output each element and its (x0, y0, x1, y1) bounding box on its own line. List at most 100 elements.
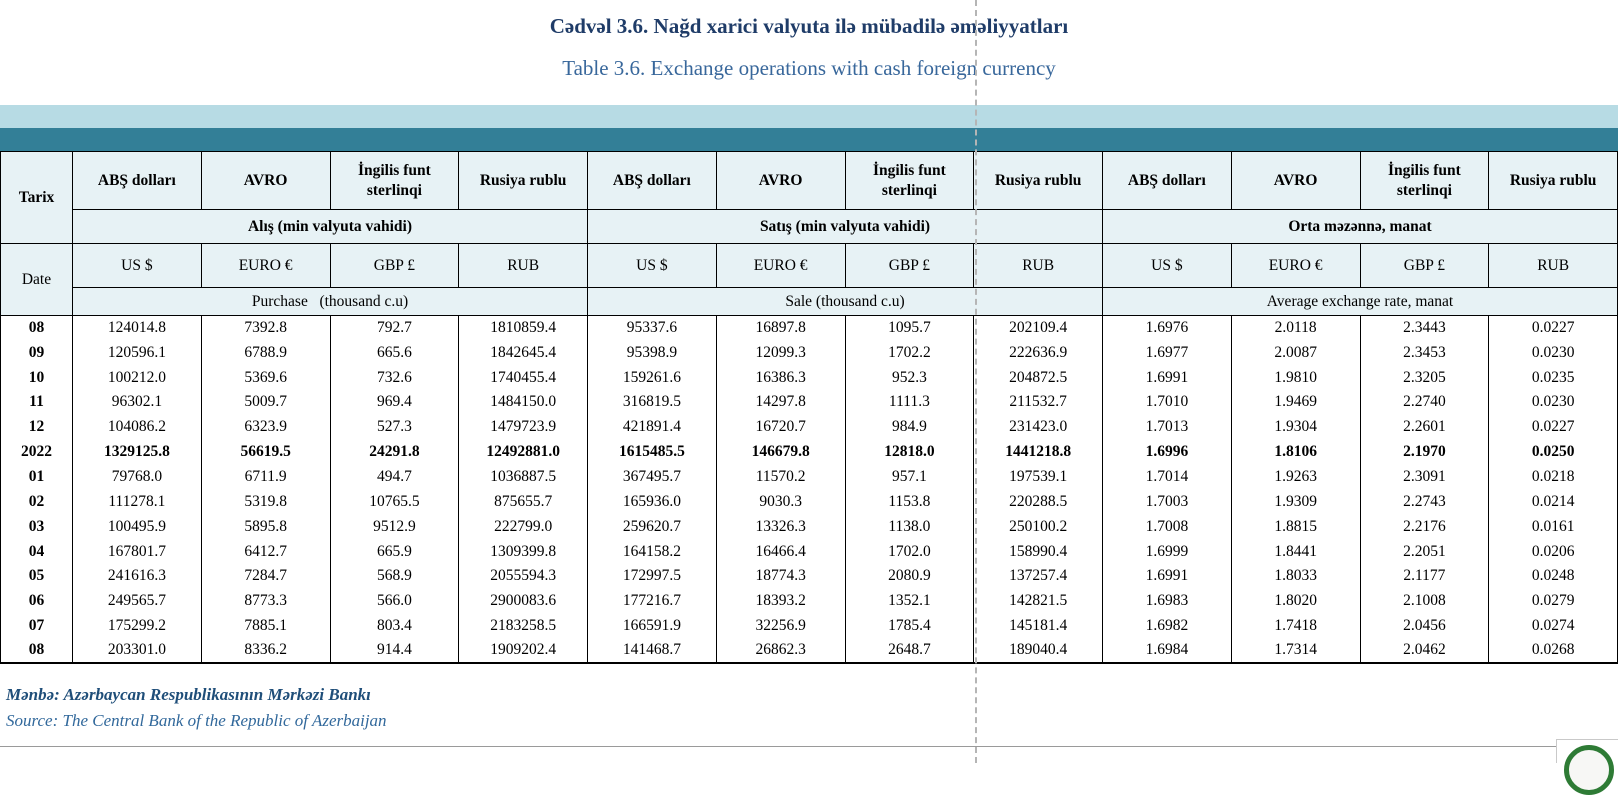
value-cell: 18393.2 (715, 588, 846, 614)
value-cell: 969.4 (329, 390, 460, 415)
currency-header-eur: AVRO (200, 151, 331, 210)
value-cell: 1.8106 (1230, 439, 1361, 465)
currency-header-gbp: İngilis funt sterlinqi (329, 151, 460, 210)
value-cell: 1615485.5 (587, 439, 717, 465)
value-cell: 7392.8 (200, 315, 331, 341)
currency-code-rub: RUB (1488, 243, 1618, 288)
date-cell: 12 (0, 414, 73, 440)
value-cell: 1.6996 (1102, 439, 1232, 465)
value-cell: 1.7314 (1230, 638, 1361, 665)
value-cell: 1740455.4 (458, 365, 588, 391)
value-cell: 142821.5 (973, 588, 1103, 614)
date-cell: 06 (0, 588, 73, 614)
date-column-header-az: Tarix (0, 151, 73, 244)
value-cell: 316819.5 (587, 390, 717, 415)
value-cell: 172997.5 (587, 563, 717, 589)
value-cell: 2.0087 (1230, 340, 1361, 366)
currency-header-rub: Rusiya rublu (458, 151, 588, 210)
value-cell: 5009.7 (200, 390, 331, 415)
table-row: 10 100212.0 5369.6 732.6 1740455.4 159261.6 16… (0, 365, 1618, 391)
value-cell: 249565.7 (72, 588, 202, 614)
value-cell: 2.3453 (1359, 340, 1490, 366)
table-header: Tarix ABŞ dolları AVRO İngilis funt ster… (0, 151, 1618, 316)
currency-header-usd: ABŞ dolları (1102, 151, 1232, 210)
value-cell: 166591.9 (587, 613, 717, 639)
currency-header-usd: ABŞ dolları (587, 151, 717, 210)
value-cell: 2.3443 (1359, 315, 1490, 341)
table-body: 08 124014.8 7392.8 792.7 1810859.4 95337.6 168… (0, 315, 1618, 665)
value-cell: 803.4 (329, 613, 460, 639)
central-bank-logo-icon (1564, 745, 1614, 795)
value-cell: 0.0250 (1488, 439, 1618, 465)
value-cell: 95398.9 (587, 340, 717, 366)
currency-header-eur: AVRO (1230, 151, 1361, 210)
group-header-purchase-az: Alış (min valyuta vahidi) (72, 209, 588, 244)
value-cell: 12818.0 (844, 439, 975, 465)
value-cell: 2.1008 (1359, 588, 1490, 614)
value-cell: 220288.5 (973, 489, 1103, 515)
value-cell: 204872.5 (973, 365, 1103, 391)
group-header-rate-az: Orta məzənnə, manat (1102, 209, 1618, 244)
group-header-rate-en: Average exchange rate, manat (1102, 287, 1618, 316)
value-cell: 566.0 (329, 588, 460, 614)
value-cell: 222799.0 (458, 514, 588, 540)
value-cell: 18774.3 (715, 563, 846, 589)
date-cell: 10 (0, 365, 73, 391)
decorative-band-light (0, 105, 1618, 128)
value-cell: 2080.9 (844, 563, 975, 589)
value-cell: 1.9469 (1230, 390, 1361, 415)
value-cell: 2.0456 (1359, 613, 1490, 639)
value-cell: 5319.8 (200, 489, 331, 515)
value-cell: 0.0227 (1488, 414, 1618, 440)
value-cell: 7284.7 (200, 563, 331, 589)
value-cell: 1.6991 (1102, 563, 1232, 589)
value-cell: 0.0230 (1488, 340, 1618, 366)
value-cell: 175299.2 (72, 613, 202, 639)
value-cell: 1.9309 (1230, 489, 1361, 515)
value-cell: 164158.2 (587, 539, 717, 564)
value-cell: 16386.3 (715, 365, 846, 391)
value-cell: 124014.8 (72, 315, 202, 341)
table-row: 11 96302.1 5009.7 969.4 1484150.0 316819.5 142… (0, 390, 1618, 415)
date-cell: 11 (0, 390, 73, 415)
value-cell: 665.6 (329, 340, 460, 366)
value-cell: 6788.9 (200, 340, 331, 366)
currency-code-gbp: GBP £ (844, 243, 975, 288)
group-header-sale-en: Sale (thousand c.u) (587, 287, 1103, 316)
value-cell: 32256.9 (715, 613, 846, 639)
value-cell: 1036887.5 (458, 464, 588, 490)
date-cell: 08 (0, 638, 73, 665)
value-cell: 250100.2 (973, 514, 1103, 540)
value-cell: 16897.8 (715, 315, 846, 341)
value-cell: 0.0214 (1488, 489, 1618, 515)
value-cell: 568.9 (329, 563, 460, 589)
value-cell: 1.7013 (1102, 414, 1232, 440)
value-cell: 0.0268 (1488, 638, 1618, 665)
value-cell: 1.9304 (1230, 414, 1361, 440)
currency-code-gbp: GBP £ (329, 243, 460, 288)
value-cell: 792.7 (329, 315, 460, 341)
value-cell: 1785.4 (844, 613, 975, 639)
value-cell: 0.0279 (1488, 588, 1618, 614)
date-cell: 03 (0, 514, 73, 540)
table-row: 12 104086.2 6323.9 527.3 1479723.9 421891.4 16… (0, 414, 1618, 440)
value-cell: 1810859.4 (458, 315, 588, 341)
date-cell: 04 (0, 539, 73, 564)
value-cell: 96302.1 (72, 390, 202, 415)
value-cell: 1352.1 (844, 588, 975, 614)
page-break-dashed-line (975, 0, 977, 763)
value-cell: 984.9 (844, 414, 975, 440)
table-row: 07 175299.2 7885.1 803.4 2183258.5 166591.9 32… (0, 613, 1618, 639)
value-cell: 1.8441 (1230, 539, 1361, 564)
currency-code-eur: EURO € (1230, 243, 1361, 288)
table-row: 09 120596.1 6788.9 665.6 1842645.4 95398.9 120… (0, 340, 1618, 366)
source-block: Mənbə: Azərbaycan Respublikasının Mərkəz… (6, 682, 387, 734)
currency-header-eur: AVRO (715, 151, 846, 210)
currency-code-usd: US $ (587, 243, 717, 288)
table-row: 01 79768.0 6711.9 494.7 1036887.5 367495.7 115… (0, 464, 1618, 490)
value-cell: 111278.1 (72, 489, 202, 515)
currency-code-eur: EURO € (200, 243, 331, 288)
value-cell: 5369.6 (200, 365, 331, 391)
value-cell: 56619.5 (200, 439, 331, 465)
value-cell: 12492881.0 (458, 439, 588, 465)
